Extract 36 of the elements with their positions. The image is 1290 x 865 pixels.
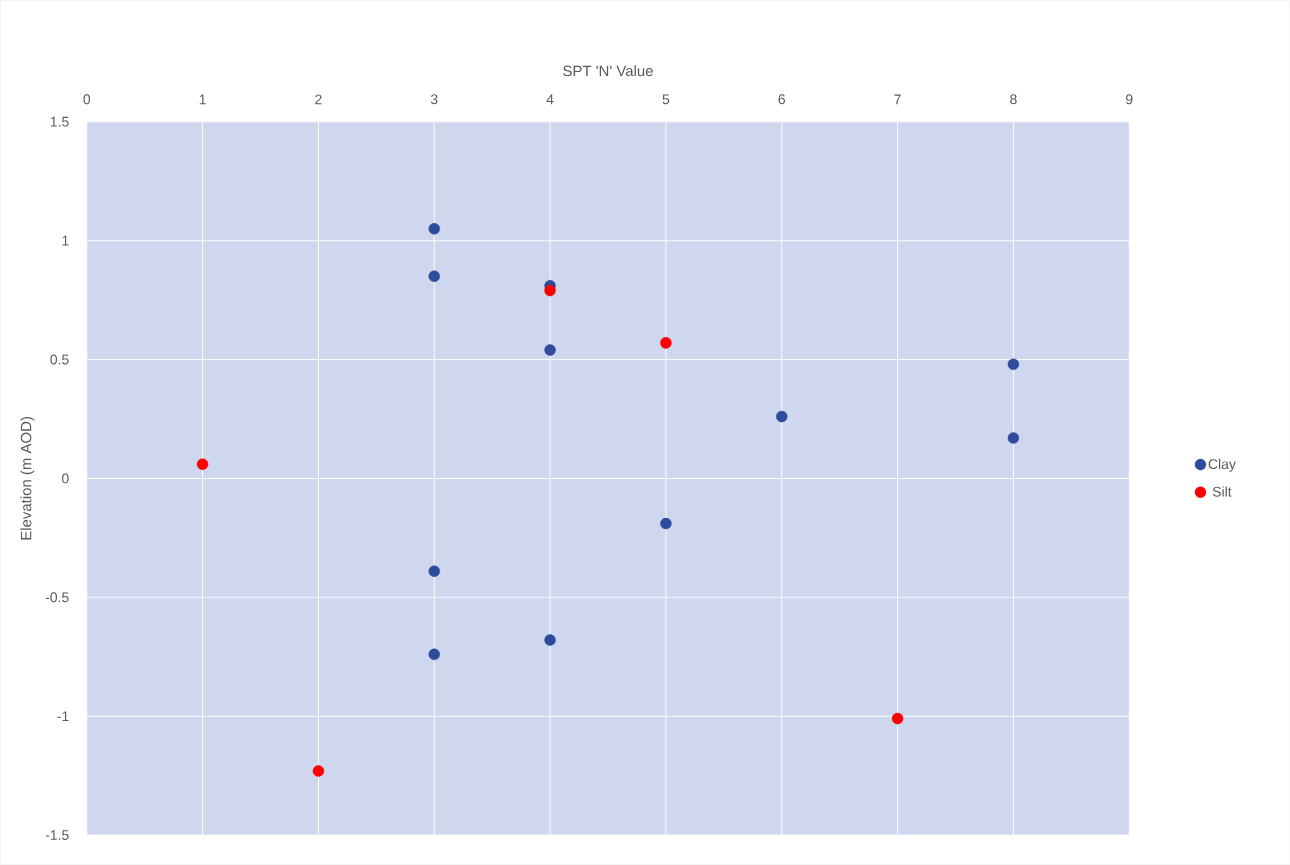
x-tick-label: 9 bbox=[1126, 94, 1133, 105]
y-tick-label: 0 bbox=[62, 473, 69, 484]
point bbox=[1007, 432, 1020, 444]
point bbox=[660, 337, 672, 349]
point bbox=[428, 270, 440, 283]
point bbox=[544, 634, 556, 646]
x-tick-label: 3 bbox=[430, 94, 438, 105]
legend-label: Clay bbox=[1208, 458, 1236, 472]
x-tick-label: 0 bbox=[83, 94, 91, 105]
x-tick-label: 2 bbox=[315, 94, 322, 105]
x-tick-label: 7 bbox=[894, 94, 901, 105]
y-tick-label: 0.5 bbox=[50, 354, 69, 365]
x-tick-label: 5 bbox=[662, 94, 670, 105]
y-tick-label: -0.5 bbox=[45, 592, 69, 603]
point bbox=[544, 284, 556, 297]
x-tick-label: 6 bbox=[778, 94, 786, 105]
x-tick-label: 1 bbox=[199, 94, 206, 105]
y-tick-label: -1 bbox=[57, 711, 69, 722]
x-axis-title: SPT 'N' Value bbox=[563, 65, 653, 77]
point bbox=[1007, 358, 1020, 371]
x-tick-label: 4 bbox=[546, 94, 554, 105]
point bbox=[776, 410, 788, 423]
point bbox=[196, 458, 209, 470]
point bbox=[312, 765, 325, 777]
y-tick-label: -1.5 bbox=[45, 830, 69, 841]
y-tick-label: 1 bbox=[62, 235, 69, 246]
point bbox=[891, 712, 904, 725]
x-tick-label: 8 bbox=[1010, 94, 1017, 105]
point bbox=[428, 223, 440, 235]
point bbox=[428, 648, 440, 661]
point bbox=[660, 517, 672, 530]
legend-label: Silt bbox=[1212, 486, 1232, 497]
y-axis-title: Elevation (m AOD) bbox=[20, 417, 35, 540]
point bbox=[428, 565, 440, 577]
point bbox=[544, 344, 556, 356]
y-tick-label: 1.5 bbox=[50, 116, 69, 127]
